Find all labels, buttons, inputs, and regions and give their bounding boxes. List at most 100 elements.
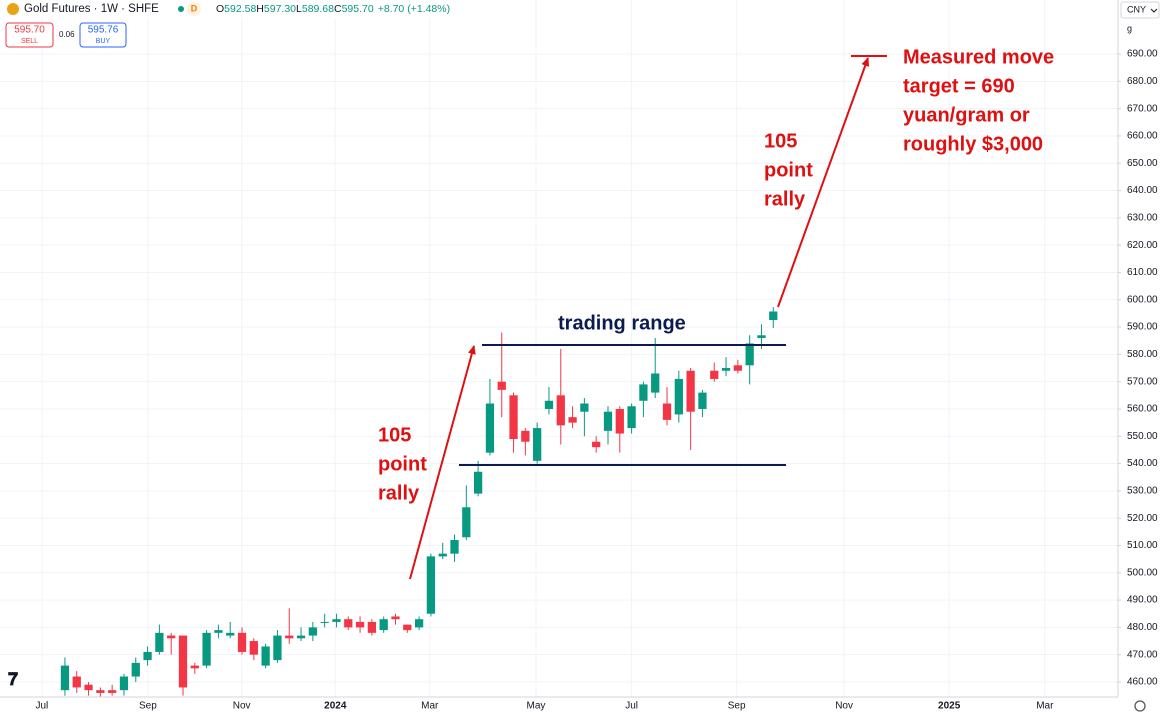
target-arrow bbox=[777, 57, 870, 308]
y-tick-label: 470.00 bbox=[1127, 649, 1158, 660]
y-tick-label: 610.00 bbox=[1127, 267, 1158, 278]
logo: 𝟕 bbox=[8, 669, 18, 689]
candle-body bbox=[721, 368, 731, 371]
ohlc-value: 592.58 bbox=[224, 3, 256, 15]
target-label: roughly $3,000 bbox=[903, 133, 1043, 155]
ohlc-key: H bbox=[256, 3, 264, 15]
candle-body bbox=[698, 392, 707, 409]
x-tick-label: 2024 bbox=[324, 701, 347, 712]
y-tick-label: 540.00 bbox=[1127, 458, 1158, 469]
candle-body bbox=[355, 621, 365, 628]
y-tick-label: 630.00 bbox=[1127, 213, 1158, 224]
candle-body bbox=[710, 370, 719, 379]
candle-body bbox=[96, 690, 105, 693]
candle-body bbox=[662, 403, 672, 420]
rally-label: 105 bbox=[764, 130, 797, 152]
y-tick-label: 510.00 bbox=[1127, 540, 1158, 551]
currency[interactable]: CNY bbox=[1127, 4, 1146, 14]
target-label: target = 690 bbox=[903, 75, 1015, 97]
candle-body bbox=[214, 630, 223, 633]
candle-body bbox=[367, 621, 377, 633]
candle-body bbox=[414, 619, 424, 628]
y-tick-label: 550.00 bbox=[1127, 431, 1158, 442]
currency-box[interactable] bbox=[1120, 1, 1160, 19]
candle-body bbox=[119, 676, 129, 691]
y-tick-label: 580.00 bbox=[1127, 349, 1158, 360]
buy-button[interactable] bbox=[79, 22, 127, 48]
candle-body bbox=[426, 556, 436, 614]
candle-body bbox=[509, 395, 518, 440]
candle-body bbox=[473, 471, 483, 494]
badge: D bbox=[191, 3, 198, 13]
candle-body bbox=[556, 395, 565, 426]
buy-label[interactable]: BUY bbox=[96, 38, 111, 45]
candle-body bbox=[332, 619, 341, 622]
buy-price[interactable]: 595.76 bbox=[88, 25, 119, 36]
header-bg bbox=[0, 0, 470, 18]
candle-body bbox=[745, 343, 754, 366]
time-axis-bg bbox=[0, 697, 1118, 714]
y-tick-label: 690.00 bbox=[1127, 49, 1158, 60]
y-tick-label: 650.00 bbox=[1127, 158, 1158, 169]
target-label: yuan/gram or bbox=[903, 104, 1030, 126]
candle-body bbox=[462, 507, 471, 538]
candle-body bbox=[108, 690, 117, 693]
candle-body bbox=[167, 635, 176, 639]
candle-body bbox=[639, 384, 648, 401]
sell-label[interactable]: SELL bbox=[21, 38, 38, 45]
candle-body bbox=[674, 378, 683, 415]
currency-caret bbox=[1150, 8, 1158, 13]
ohlc: O592.58H597.30L589.68C595.70 +8.70 (+1.48… bbox=[216, 3, 450, 15]
candle-body bbox=[202, 632, 211, 666]
y-tick-label: 570.00 bbox=[1127, 376, 1158, 387]
y-tick-label: 680.00 bbox=[1127, 76, 1158, 87]
candle-body bbox=[72, 676, 81, 688]
candle-body bbox=[497, 381, 506, 390]
y-tick-label: 560.00 bbox=[1127, 404, 1158, 415]
candle-body bbox=[686, 370, 695, 412]
x-tick-label: Mar bbox=[421, 701, 439, 712]
candle-body bbox=[391, 616, 400, 620]
symbol-title[interactable]: Gold Futures · 1W · SHFE bbox=[24, 3, 159, 15]
candles bbox=[60, 307, 778, 699]
candle-body bbox=[296, 635, 306, 639]
rally-label: rally bbox=[378, 482, 420, 504]
candle-body bbox=[544, 400, 554, 409]
range-label: trading range bbox=[558, 312, 686, 334]
ohlc-value: 597.30 bbox=[264, 3, 296, 15]
candle-body bbox=[308, 627, 317, 636]
candle-body bbox=[757, 335, 766, 338]
unit[interactable]: g bbox=[1127, 23, 1132, 33]
candle-body bbox=[261, 646, 270, 666]
candle-body bbox=[178, 635, 188, 688]
y-tick-label: 490.00 bbox=[1127, 595, 1158, 606]
x-tick-label: 2025 bbox=[938, 701, 961, 712]
candle-body bbox=[568, 417, 577, 423]
axes: 460.00 470.00 480.00 490.00 500.00 510.00 520.… bbox=[36, 49, 1159, 712]
settings-icon[interactable] bbox=[1134, 700, 1146, 712]
candle-body bbox=[131, 662, 140, 677]
candle-body bbox=[769, 311, 778, 321]
x-tick-label: Jul bbox=[36, 701, 49, 712]
candle-body bbox=[155, 632, 164, 652]
spread: 0.06 bbox=[59, 30, 75, 39]
y-tick-label: 620.00 bbox=[1127, 240, 1158, 251]
sell-button[interactable] bbox=[5, 22, 54, 48]
ohlc-value: 589.68 bbox=[302, 3, 334, 15]
candle-body bbox=[403, 624, 412, 631]
candle-body bbox=[733, 365, 742, 371]
x-tick-label: Nov bbox=[233, 701, 251, 712]
candle-body bbox=[592, 441, 601, 448]
ohlc-key: L bbox=[296, 3, 302, 15]
x-tick-label: May bbox=[527, 701, 546, 712]
candle-body bbox=[615, 408, 624, 434]
y-tick-label: 660.00 bbox=[1127, 131, 1158, 142]
sell-price[interactable]: 595.70 bbox=[14, 25, 45, 36]
candle-body bbox=[143, 651, 152, 661]
candle-body bbox=[379, 619, 388, 631]
price-axis-bg bbox=[1118, 0, 1162, 714]
candle-body bbox=[521, 430, 530, 442]
y-tick-label: 640.00 bbox=[1127, 185, 1158, 196]
